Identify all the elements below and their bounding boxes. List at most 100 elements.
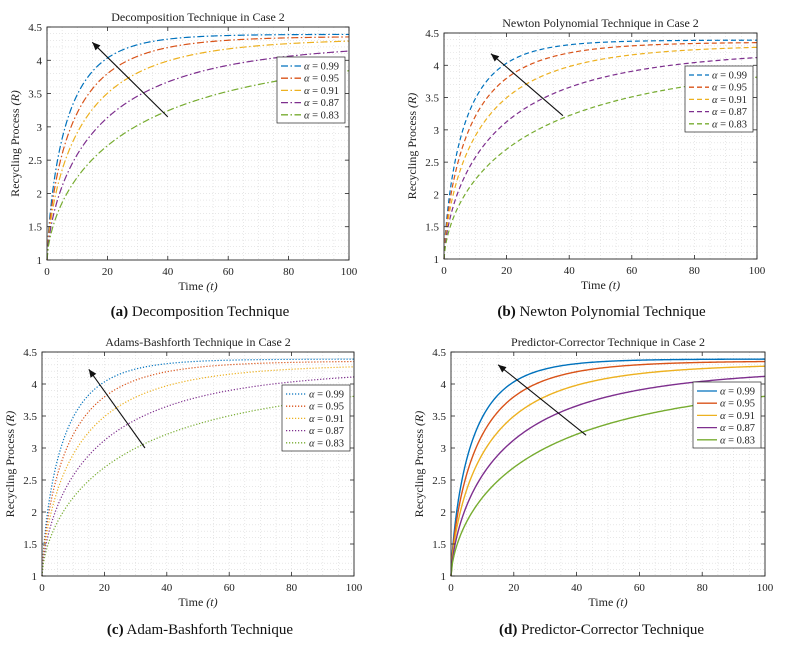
caption-b-tag: (b)	[497, 304, 516, 320]
x-tick-label: 40	[564, 265, 576, 277]
y-axis-label: Recycling Process (R)	[8, 90, 22, 197]
legend-alpha-symbol: α	[304, 62, 312, 73]
x-tick-label: 100	[757, 582, 774, 594]
legend-alpha-symbol: α	[712, 83, 720, 94]
y-tick-label: 4.5	[23, 347, 37, 359]
series-line-087	[46, 50, 350, 261]
x-axis-label-var: (t)	[616, 595, 627, 609]
x-tick-label: 60	[223, 266, 235, 278]
y-tick-label: 2.5	[432, 475, 446, 487]
x-tick-label: 60	[224, 582, 236, 594]
caption-a-text: Decomposition Technique	[131, 304, 290, 320]
y-tick-label: 1.5	[425, 222, 439, 234]
legend-alpha-symbol: α	[712, 95, 720, 106]
series-group	[443, 39, 758, 260]
caption-d-tag: (d)	[499, 622, 518, 638]
legend-entry-value: = 0.87	[720, 107, 747, 118]
chart-panel-c: 0 20 40 60 80 100 1 1.5 2 2.5 3 3.5 4 4.5 Adams-Bashfo…	[0, 330, 400, 646]
x-tick-label: 20	[508, 582, 520, 594]
y-tick-label: 1.5	[28, 222, 42, 234]
chart-title: Decomposition Technique in Case 2	[111, 10, 285, 24]
y-axis-label-text: Recycling Process	[8, 106, 22, 197]
legend-box	[276, 56, 346, 124]
legend-alpha-symbol: α	[304, 98, 312, 109]
y-tick-label: 1	[37, 255, 43, 267]
y-tick-label: 2.5	[23, 475, 37, 487]
y-axis-label-var: (R)	[405, 93, 419, 108]
y-tick-label: 1	[32, 571, 38, 583]
legend-entry-value: = 0.95	[317, 402, 344, 413]
axes-frame	[443, 32, 758, 260]
y-tick-label: 3	[434, 125, 440, 137]
caption-c-tag: (c)	[106, 622, 124, 638]
legend-alpha-symbol: α	[309, 438, 317, 449]
series-line-087	[443, 56, 758, 260]
legend-entry: α = 0.87	[304, 98, 339, 109]
legend-entry: α = 0.91	[304, 86, 339, 97]
y-tick-label: 2	[434, 189, 440, 201]
legend-alpha-symbol: α	[304, 74, 312, 85]
arrow-head	[498, 364, 507, 373]
chart-panel-b: 0 20 40 60 80 100 1 1.5 2 2.5 3 3.5 4 4.5 Newton Polyn…	[400, 0, 803, 325]
arrow-head	[490, 53, 500, 62]
x-axis-label-var: (t)	[206, 595, 217, 609]
legend: α = 0.99α = 0.95α = 0.91α = 0.87α = 0.83	[692, 381, 762, 449]
y-tick-label: 2	[32, 507, 38, 519]
x-tick-label: 0	[44, 266, 50, 278]
series-line-091	[46, 40, 350, 261]
legend-entry-value: = 0.87	[317, 426, 344, 437]
arrow-head	[88, 369, 97, 378]
legend-entry: α = 0.99	[720, 387, 755, 398]
y-tick-label: 4.5	[425, 28, 439, 40]
x-axis-label: Time (t)	[178, 279, 217, 293]
y-axis-label-var: (R)	[8, 90, 22, 105]
chart-a-svg: 0 20 40 60 80 100 1 1.5 2 2.5 3 3.5 4 4.5 Decompositio…	[8, 10, 358, 293]
legend-entry: α = 0.99	[712, 71, 747, 82]
x-tick-label: 0	[441, 265, 447, 277]
y-axis-label-text: Recycling Process	[405, 108, 419, 199]
legend-entry-value: = 0.95	[312, 74, 339, 85]
legend-alpha-symbol: α	[712, 107, 720, 118]
grid	[41, 351, 355, 577]
legend-alpha-symbol: α	[720, 423, 728, 434]
x-tick-label: 80	[286, 582, 298, 594]
x-tick-label: 100	[346, 582, 363, 594]
legend-entry-value: = 0.91	[720, 95, 747, 106]
legend-alpha-symbol: α	[720, 411, 728, 422]
legend-entry-value: = 0.83	[728, 435, 755, 446]
legend-box	[684, 65, 754, 133]
legend-entry: α = 0.83	[712, 119, 747, 130]
legend-entry-value: = 0.99	[312, 62, 339, 73]
arrow-shaft	[91, 41, 169, 118]
legend-alpha-symbol: α	[720, 435, 728, 446]
legend-entry: α = 0.95	[720, 399, 755, 410]
x-axis-label-text: Time	[178, 595, 206, 609]
legend-entry-value: = 0.91	[317, 414, 344, 425]
x-tick-label: 20	[102, 266, 114, 278]
y-tick-label: 4	[434, 60, 440, 72]
x-tick-label: 80	[697, 582, 709, 594]
axes-frame	[41, 351, 355, 577]
y-axis-label: Recycling Process (R)	[405, 93, 419, 200]
legend-entry: α = 0.99	[309, 390, 344, 401]
caption-a-tag: (a)	[110, 304, 129, 320]
legend-entry-value: = 0.95	[720, 83, 747, 94]
arrow-shaft	[88, 368, 146, 449]
y-tick-label: 3	[441, 443, 447, 455]
x-axis-label-text: Time	[178, 279, 206, 293]
chart-b-svg: 0 20 40 60 80 100 1 1.5 2 2.5 3 3.5 4 4.5 Newton Polyn…	[405, 16, 766, 292]
y-tick-label: 4	[32, 379, 38, 391]
ticks: 0 20 40 60 80 100 1 1.5 2 2.5 3 3.5 4 4.5	[28, 22, 358, 278]
legend-alpha-symbol: α	[304, 86, 312, 97]
chart-title: Adams-Bashforth Technique in Case 2	[105, 335, 291, 349]
series-line-099	[46, 33, 349, 261]
series-line-087	[450, 375, 766, 577]
legend-entry: α = 0.95	[304, 74, 339, 85]
trend-arrow	[88, 368, 146, 449]
caption-d: (d) Predictor-Corrector Technique	[400, 622, 803, 639]
axes-frame	[450, 351, 766, 577]
legend-entry-value: = 0.83	[312, 110, 339, 121]
y-axis-label-text: Recycling Process	[3, 426, 17, 517]
x-axis-label-text: Time	[588, 595, 616, 609]
ticks: 0 20 40 60 80 100 1 1.5 2 2.5 3 3.5 4 4.5	[23, 347, 363, 594]
